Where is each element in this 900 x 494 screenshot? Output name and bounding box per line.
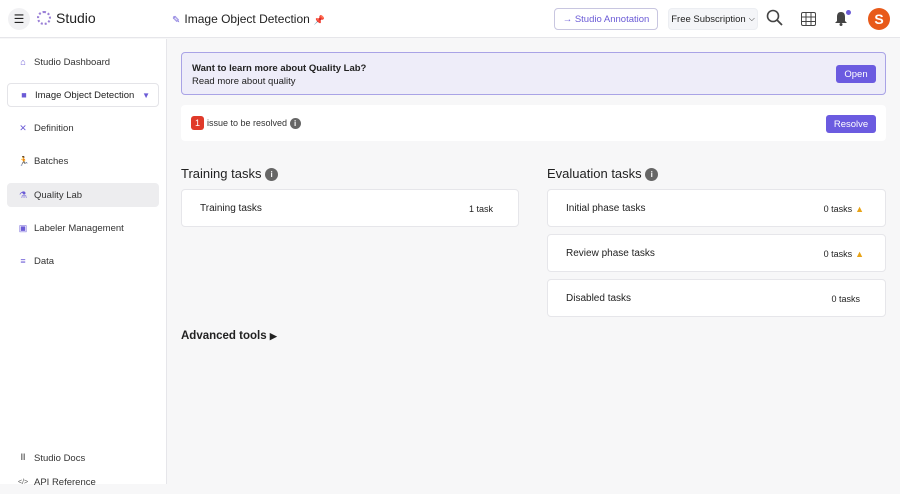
issues-text: issue to be resolved [207, 118, 288, 128]
app-name: Studio [56, 10, 96, 26]
studio-annotation-label: Studio Annotation [574, 13, 650, 25]
top-header: ☰ Studio ✎ Image Object Detection 📌 → Stud… [0, 0, 900, 38]
sidebar-item-label: Definition [34, 122, 74, 134]
banner-link[interactable]: Read more about quality [192, 76, 296, 87]
bell-icon[interactable] [834, 11, 848, 31]
home-icon: ⌂ [20, 57, 26, 67]
code-icon: </> [18, 478, 29, 486]
avatar[interactable]: S [868, 8, 890, 30]
training-tasks-card[interactable]: Training tasks 1 task [181, 189, 519, 227]
sidebar-item-label: Image Object Detection [35, 89, 135, 101]
running-icon: 🏃 [18, 155, 30, 166]
apps-grid-icon[interactable] [801, 12, 816, 31]
books-icon: 𝍫 [20, 452, 26, 462]
evaluation-tasks-heading: Evaluation tasks i [547, 166, 659, 182]
sidebar-item-label: Studio Docs [34, 452, 86, 464]
subscription-label: Free Subscription [671, 13, 746, 25]
info-icon[interactable]: i [289, 118, 301, 130]
project-title[interactable]: ✎ Image Object Detection 📌 [172, 12, 325, 26]
hamburger-menu-button[interactable]: ☰ [8, 8, 30, 30]
card-label: Review phase tasks [566, 248, 655, 259]
card-value: 0 tasks [831, 294, 860, 304]
sidebar-item-studio-dashboard[interactable]: ⌂ Studio Dashboard [7, 50, 159, 74]
sidebar-item-label: Data [34, 255, 55, 267]
disabled-tasks-card[interactable]: Disabled tasks 0 tasks [547, 279, 886, 317]
issues-panel: 1 issue to be resolved i Resolve [181, 105, 886, 141]
id-badge-icon: ▣ [18, 222, 28, 233]
database-icon: ≡ [20, 256, 26, 266]
project-selector[interactable]: ■ Image Object Detection ▼ [7, 83, 159, 107]
studio-logo-icon [37, 11, 51, 25]
warning-icon: ▲ [855, 204, 864, 214]
sidebar-item-label: Labeler Management [34, 222, 124, 234]
sidebar-item-definition[interactable]: ✕ Definition [7, 116, 159, 140]
studio-annotation-button[interactable]: → Studio Annotation [554, 8, 658, 30]
section-title: Training tasks [181, 166, 262, 181]
info-icon[interactable]: i [645, 168, 659, 182]
sidebar-item-data[interactable]: ≡ Data [7, 249, 159, 273]
pencil-icon: ✎ [172, 15, 181, 26]
caret-down-icon: ▼ [142, 90, 150, 100]
sidebar-item-label: API Reference [34, 476, 96, 488]
folder-icon: ■ [21, 90, 27, 100]
arrow-right-icon: → [562, 13, 575, 25]
card-label: Disabled tasks [566, 293, 632, 304]
caret-right-icon: ▶ [269, 331, 277, 341]
project-title-text: Image Object Detection [184, 12, 310, 26]
chevron-down-icon: ⌵ [748, 14, 755, 23]
pin-icon[interactable]: 📌 [313, 15, 326, 25]
warning-icon: ▲ [855, 249, 864, 259]
card-value: 1 task [468, 204, 493, 214]
open-button[interactable]: Open [836, 65, 876, 83]
resolve-button[interactable]: Resolve [826, 115, 876, 133]
initial-phase-tasks-card[interactable]: Initial phase tasks 0 tasks ▲ [547, 189, 886, 227]
card-value: 0 tasks [823, 249, 853, 259]
card-label: Training tasks [200, 203, 262, 214]
training-tasks-heading: Training tasks i [181, 166, 279, 182]
advanced-tools-toggle[interactable]: Advanced tools ▶ [181, 330, 277, 342]
tools-icon: ✕ [19, 122, 27, 133]
card-value: 0 tasks [823, 204, 853, 214]
issue-count-badge: 1 [191, 116, 204, 130]
sidebar-item-quality-lab[interactable]: ⚗ Quality Lab [7, 183, 159, 207]
sidebar-item-api-reference[interactable]: </> API Reference [7, 470, 159, 494]
quality-lab-banner: Want to learn more about Quality Lab? Re… [181, 52, 886, 95]
review-phase-tasks-card[interactable]: Review phase tasks 0 tasks ▲ [547, 234, 886, 272]
search-icon[interactable] [766, 9, 783, 30]
sidebar-item-labeler-management[interactable]: ▣ Labeler Management [7, 216, 159, 240]
sidebar-item-batches[interactable]: 🏃 Batches [7, 149, 159, 173]
sidebar: ⌂ Studio Dashboard ■ Image Object Detectio… [0, 39, 167, 488]
sidebar-item-label: Quality Lab [34, 189, 83, 201]
info-icon[interactable]: i [265, 168, 279, 182]
advanced-tools-label: Advanced tools [181, 330, 267, 342]
subscription-dropdown[interactable]: Free Subscription ⌵ [668, 8, 758, 30]
section-title: Evaluation tasks [547, 166, 642, 181]
sidebar-item-studio-docs[interactable]: 𝍫 Studio Docs [7, 446, 159, 470]
flask-icon: ⚗ [18, 189, 28, 200]
sidebar-item-label: Studio Dashboard [34, 56, 111, 68]
sidebar-item-label: Batches [34, 155, 69, 167]
notification-dot [846, 10, 851, 15]
card-label: Initial phase tasks [566, 203, 646, 214]
banner-title: Want to learn more about Quality Lab? [192, 63, 367, 74]
